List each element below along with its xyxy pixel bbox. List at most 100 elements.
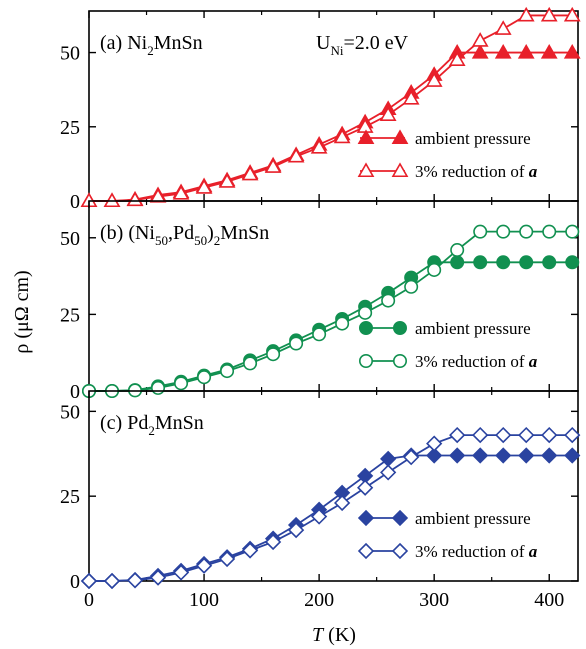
panel-title: (c) Pd2​MnSn bbox=[100, 412, 204, 438]
data-point bbox=[220, 364, 235, 379]
data-point bbox=[518, 426, 535, 444]
y-tick-label: 50 bbox=[60, 228, 80, 250]
data-point bbox=[449, 447, 466, 464]
data-point bbox=[333, 128, 351, 144]
data-point bbox=[471, 43, 489, 59]
data-point bbox=[450, 243, 465, 258]
panel-title-part: MnSn bbox=[220, 222, 269, 244]
data-point bbox=[494, 20, 512, 35]
y-tick-label: 50 bbox=[60, 401, 80, 423]
data-point bbox=[195, 179, 213, 194]
data-point bbox=[312, 327, 327, 342]
data-point bbox=[172, 564, 190, 581]
data-point bbox=[197, 370, 212, 385]
data-point bbox=[425, 72, 443, 87]
x-tick-label: 200 bbox=[304, 589, 334, 611]
data-point bbox=[218, 173, 236, 188]
data-point bbox=[335, 316, 350, 331]
panels: 0 25 50 ambient pressure 3% reduction of a (a… bbox=[60, 6, 581, 611]
legend-label: ambient pressure bbox=[415, 319, 531, 338]
y-tick-label: 0 bbox=[70, 191, 80, 213]
data-point bbox=[151, 380, 166, 395]
data-point bbox=[473, 224, 488, 239]
data-point bbox=[195, 557, 213, 574]
data-point bbox=[541, 447, 558, 464]
data-point bbox=[402, 89, 420, 105]
data-point bbox=[218, 550, 236, 568]
data-point bbox=[563, 6, 581, 22]
data-point bbox=[380, 464, 397, 481]
panel-title-part: MnSn bbox=[154, 32, 203, 54]
data-point bbox=[381, 293, 396, 308]
y-tick-label: 50 bbox=[60, 43, 80, 65]
data-point bbox=[540, 43, 558, 59]
series-ambient bbox=[80, 43, 581, 208]
data-point bbox=[564, 426, 581, 444]
data-point bbox=[379, 106, 397, 121]
legend-label-emph: a bbox=[529, 352, 538, 371]
legend-marker bbox=[391, 162, 409, 178]
data-point bbox=[287, 521, 305, 539]
legend-marker bbox=[357, 129, 375, 145]
legend-label-emph: a bbox=[529, 542, 538, 561]
data-point bbox=[563, 43, 581, 59]
legend-label: 3% reduction of a bbox=[415, 352, 538, 371]
legend-marker bbox=[391, 129, 409, 145]
data-point bbox=[541, 426, 558, 444]
data-point bbox=[264, 158, 282, 173]
y-tick-label: 0 bbox=[70, 381, 80, 403]
data-point bbox=[496, 224, 511, 239]
legend-label-text: ambient pressure bbox=[415, 319, 531, 338]
panel-title-part: MnSn bbox=[155, 412, 204, 434]
series-line bbox=[89, 434, 573, 582]
data-point bbox=[517, 6, 535, 22]
data-point bbox=[542, 224, 557, 239]
data-point bbox=[542, 255, 557, 270]
legend-entry: ambient pressure bbox=[357, 509, 531, 528]
x-tick-label: 300 bbox=[419, 589, 449, 611]
panel-annotation: UNi​=2.0 eV bbox=[316, 32, 409, 58]
data-point bbox=[427, 262, 442, 277]
legend-marker bbox=[357, 509, 375, 527]
legend-marker bbox=[391, 509, 409, 527]
data-point bbox=[450, 255, 465, 270]
data-point bbox=[494, 43, 512, 59]
x-tick-label: 400 bbox=[534, 589, 564, 611]
legend-marker bbox=[392, 353, 407, 368]
legend-marker bbox=[358, 320, 373, 335]
panel-c: 0 25 50 ambient pressure 3% reduction of a (c… bbox=[60, 390, 581, 611]
data-point bbox=[80, 572, 98, 590]
panel-title-part: (b) (Ni bbox=[100, 222, 155, 244]
legend-label-text: ambient pressure bbox=[415, 509, 531, 528]
legend-label: 3% reduction of a bbox=[415, 542, 538, 561]
legend-entry: ambient pressure bbox=[357, 129, 531, 148]
x-axis-variable: T bbox=[312, 624, 325, 646]
data-point bbox=[564, 447, 581, 464]
panel-title-sub: 2 bbox=[147, 43, 154, 58]
legend-entry: 3% reduction of a bbox=[357, 542, 538, 561]
data-point bbox=[565, 224, 580, 239]
data-point bbox=[404, 279, 419, 294]
data-point bbox=[519, 255, 534, 270]
data-point bbox=[380, 450, 397, 467]
data-point bbox=[174, 376, 189, 391]
legend-marker bbox=[391, 542, 409, 560]
data-point bbox=[357, 479, 374, 496]
data-point bbox=[289, 336, 304, 351]
y-tick-label: 0 bbox=[70, 571, 80, 593]
legend-label: ambient pressure bbox=[415, 129, 531, 148]
series-line bbox=[89, 454, 573, 582]
panel-title-sub: 50 bbox=[194, 233, 207, 248]
data-point bbox=[358, 305, 373, 320]
x-axis-unit: (K) bbox=[323, 624, 356, 646]
panel-title-part: ) bbox=[207, 222, 214, 244]
data-point bbox=[517, 43, 535, 59]
series-line bbox=[89, 230, 573, 392]
data-point bbox=[449, 426, 466, 444]
legend-marker bbox=[358, 353, 373, 368]
legend-label-emph: a bbox=[529, 162, 538, 181]
panel-frame bbox=[88, 390, 579, 582]
data-point bbox=[495, 426, 512, 444]
data-point bbox=[241, 165, 259, 181]
